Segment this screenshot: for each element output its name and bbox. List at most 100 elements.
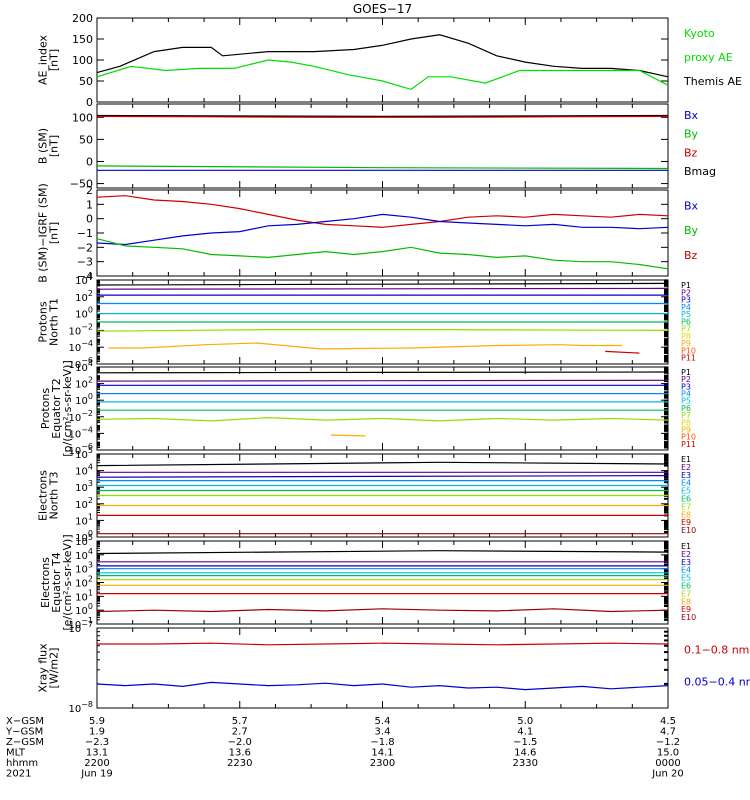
legend-label: P2 <box>681 375 691 384</box>
y-tick-label: 200 <box>72 12 93 25</box>
legend-label: Bz <box>684 146 698 159</box>
series-bz <box>96 195 669 228</box>
y-axis-label: B (SM)−IGRF (SM)[nT] <box>37 183 61 283</box>
y-tick-label: 10−8 <box>68 700 93 715</box>
legend-label: P3 <box>681 296 691 305</box>
series-p2 <box>96 287 669 290</box>
y-tick-label: 1 <box>86 198 93 211</box>
ephemeris-value: 5.4 <box>375 716 391 727</box>
y-tick-label: 10−2 <box>68 322 93 337</box>
y-tick-label: 150 <box>72 33 93 46</box>
legend: Kyoto proxy AE Themis AE <box>683 27 742 88</box>
y-tick-label: 10−6 <box>68 356 93 371</box>
y-tick-label: 103 <box>75 561 93 576</box>
y-tick-label: 104 <box>75 463 93 478</box>
legend-label: E4 <box>681 479 691 488</box>
legend-label: P9 <box>681 425 691 434</box>
series-p2 <box>96 379 669 382</box>
ephemeris-value: 1.9 <box>89 727 105 738</box>
series-bmag <box>96 114 669 118</box>
y-tick-label: 0 <box>86 155 93 168</box>
ephemeris-label: Z−GSM <box>6 737 44 748</box>
y-tick-label: 102 <box>75 376 93 391</box>
y-tick-label: 101 <box>75 588 93 603</box>
series-p11 <box>605 350 640 354</box>
ephemeris-value: 4.7 <box>660 727 676 738</box>
y-tick-label: 0 <box>86 96 93 109</box>
legend-label: E10 <box>681 613 696 622</box>
y-label-line: [p/(cm²-s-sr-keV)] <box>61 360 74 457</box>
legend-label: proxy AE <box>684 51 733 64</box>
legend-label: P9 <box>681 339 691 348</box>
legend-label: E5 <box>681 487 691 496</box>
y-tick-label: 10−1 <box>68 616 93 631</box>
ephemeris-value: 2330 <box>513 758 538 769</box>
legend-label: E10 <box>681 526 696 535</box>
y-tick-label: 50 <box>79 75 93 88</box>
y-label-line: AE_index <box>37 34 50 85</box>
series-kyoto-proxy-ae <box>96 59 669 91</box>
ephemeris-label: X−GSM <box>6 716 44 727</box>
y-tick-label: 10−4 <box>68 339 93 354</box>
legend-label: Bmag <box>684 165 716 178</box>
ephemeris-value: 5.9 <box>89 716 105 727</box>
y-tick-label: 50 <box>79 133 93 146</box>
y-tick-label: 100 <box>72 54 93 67</box>
panel-2: −50 0 50 100 B (SM)[nT] Bx By Bz Bmag <box>37 103 716 191</box>
y-tick-label: 100 <box>72 111 93 124</box>
y-tick-label: 104 <box>75 272 93 287</box>
y-tick-label: 105 <box>75 446 93 461</box>
y-label-line: B (SM) <box>37 128 50 164</box>
legend-label: P10 <box>681 433 696 442</box>
ephemeris-value: 3.4 <box>375 727 391 738</box>
legend-label: E2 <box>681 550 691 559</box>
ephemeris-value: 5.0 <box>517 716 533 727</box>
series-p9 <box>108 342 623 350</box>
legend-label: P11 <box>681 354 696 363</box>
legend: Bx By Bz <box>684 200 699 262</box>
legend-label: P2 <box>681 288 691 297</box>
series-p7 <box>96 329 669 332</box>
legend-label: E6 <box>681 495 691 504</box>
ephemeris-value: 14.6 <box>514 748 536 759</box>
panel-3: −4−3 −2−10 12 B (SM)−IGRF (SM)[nT] Bx By Bz <box>37 183 699 283</box>
ephemeris-value: −2.3 <box>85 737 109 748</box>
series-p1 <box>96 371 669 374</box>
series-e10 <box>96 608 669 613</box>
legend-label: E7 <box>681 502 691 511</box>
y-tick-label: 0 <box>86 213 93 226</box>
panel-frame <box>96 627 669 709</box>
legend-label: E7 <box>681 589 691 598</box>
legend-label: P7 <box>681 411 691 420</box>
y-label-line: Protons <box>39 388 52 429</box>
y-label-line: [nT] <box>48 135 61 157</box>
legend-label: P3 <box>681 382 691 391</box>
y-tick-label: 10−6 <box>68 442 93 457</box>
y-tick-label: 10−2 <box>68 409 93 424</box>
ephemeris-value: 2.7 <box>232 727 248 738</box>
series-bz <box>96 115 669 118</box>
y-tick-label: 100 <box>75 602 93 617</box>
legend-label: P1 <box>681 281 691 290</box>
panel-frame <box>96 366 669 451</box>
panel-frame <box>96 189 669 277</box>
y-tick-label: 102 <box>75 289 93 304</box>
figure-title: GOES−17 <box>353 2 412 16</box>
ephemeris-value: 2230 <box>227 758 252 769</box>
y-tick-label: 2 <box>86 184 93 197</box>
legend-label: P4 <box>681 303 691 312</box>
ephemeris-value: Jun 19 <box>80 769 113 780</box>
series-0-1-0-8-nm <box>97 642 669 646</box>
ephemeris-label: 2021 <box>6 769 31 780</box>
y-label-line: Protons <box>37 301 50 342</box>
y-tick-label: 102 <box>75 575 93 590</box>
series-p1 <box>96 282 669 286</box>
legend-label: Bz <box>684 249 698 262</box>
y-tick-label: −1 <box>77 227 93 240</box>
legend-label: E6 <box>681 582 691 591</box>
y-label-line: Electrons <box>39 557 52 608</box>
y-tick-label: 100 <box>75 306 93 321</box>
series-0-05-0-4-nm <box>96 681 669 691</box>
